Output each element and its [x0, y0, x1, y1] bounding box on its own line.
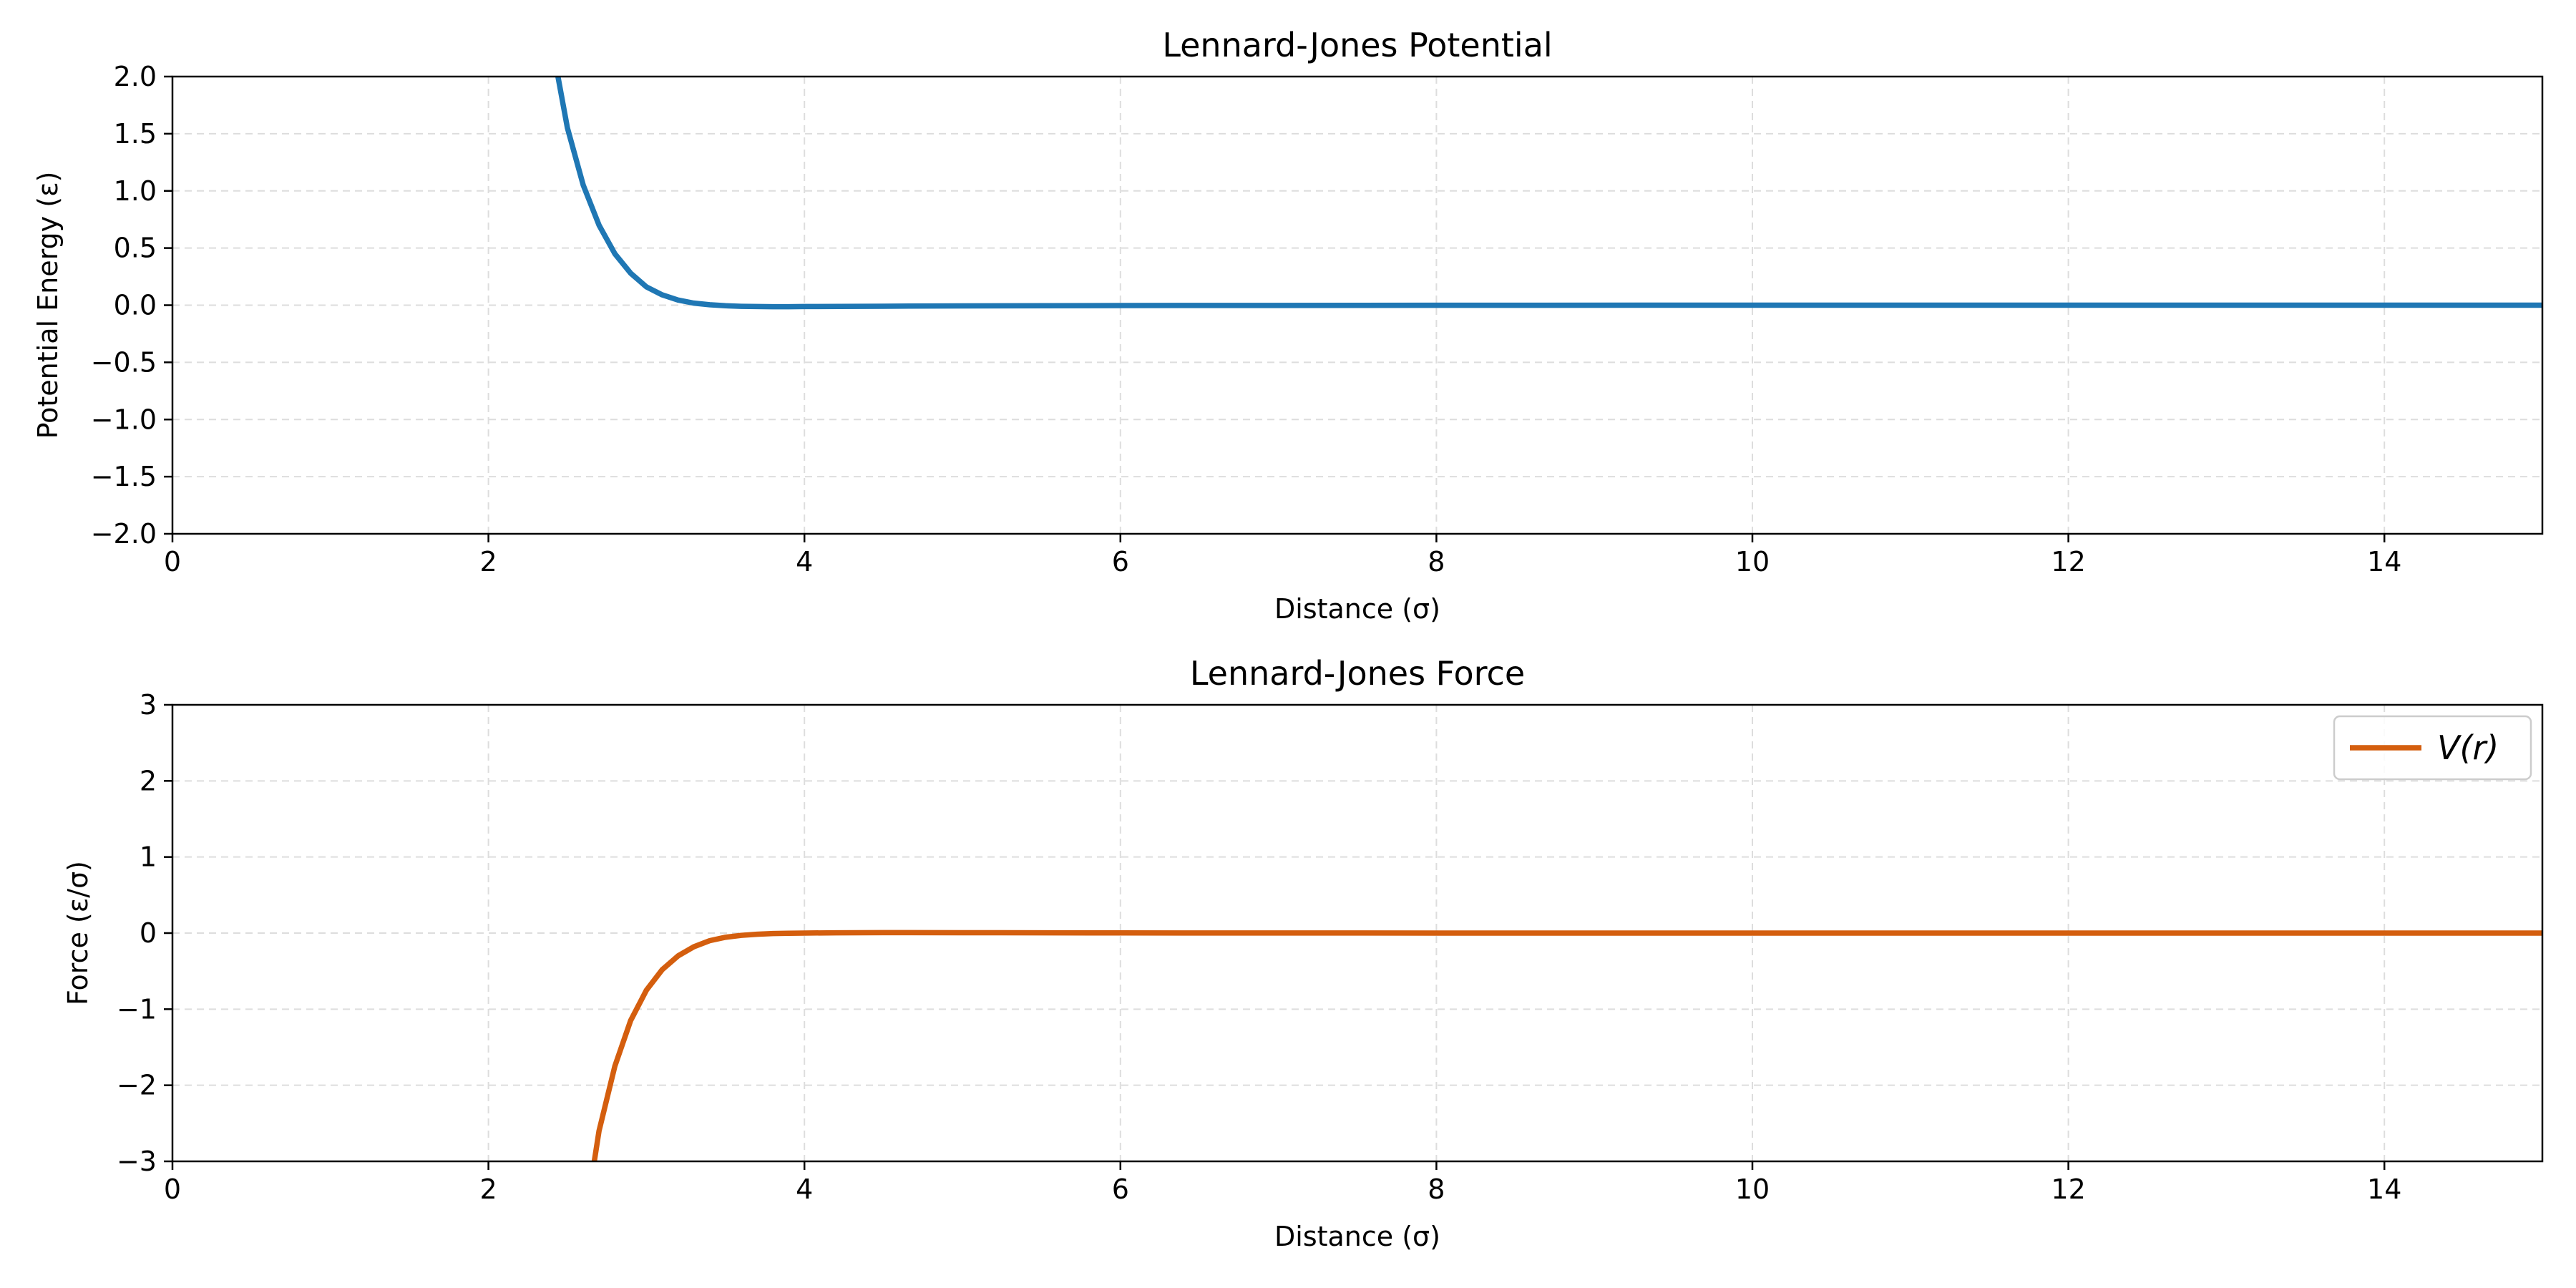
y-tick-label: 0.5 — [114, 233, 157, 264]
legend-box — [2333, 715, 2532, 781]
x-tick-label: 12 — [2051, 1174, 2085, 1205]
y-tick-label: 1.5 — [114, 118, 157, 150]
y-tick-label: −1.0 — [91, 404, 157, 435]
y-axis-label: Potential Energy (ε) — [32, 172, 64, 439]
x-tick-label: 14 — [2367, 546, 2401, 577]
y-tick-label: 1 — [140, 841, 157, 873]
legend-label: V(r) — [2437, 728, 2499, 767]
x-tick-label: 4 — [796, 1174, 813, 1205]
x-tick-label: 0 — [164, 546, 181, 577]
y-tick-label: 3 — [140, 689, 157, 721]
y-tick-label: 1.0 — [114, 175, 157, 207]
y-tick-label: −2 — [117, 1070, 157, 1101]
y-tick-label: 0 — [140, 917, 157, 949]
y-tick-label: −2.0 — [91, 518, 157, 550]
x-tick-label: 2 — [480, 546, 497, 577]
x-tick-label: 12 — [2051, 546, 2085, 577]
chart-title: Lennard-Jones Force — [1190, 654, 1525, 693]
x-tick-label: 10 — [1735, 546, 1770, 577]
chart-panel-0: 0 2 4 6 8 10 12 14 −2.0 −1.5 −1.0 −0.5 0.0 0.5 1.0 1.5 2… — [32, 26, 2544, 625]
series-line-0 — [591, 930, 2542, 1161]
chart-title: Lennard-Jones Potential — [1162, 26, 1552, 64]
y-axis-label: Force (ε/σ) — [62, 861, 94, 1005]
y-tick-label: −0.5 — [91, 346, 157, 378]
x-tick-label: 2 — [480, 1174, 497, 1205]
series-line-0 — [555, 77, 2542, 310]
y-tick-label: −1 — [117, 993, 157, 1025]
y-tick-label: 2 — [140, 765, 157, 796]
x-tick-label: 8 — [1428, 546, 1445, 577]
y-tick-label: 2.0 — [114, 61, 157, 92]
y-tick-label: −1.5 — [91, 461, 157, 492]
x-tick-label: 0 — [164, 1174, 181, 1205]
legend: V(r) — [2333, 715, 2532, 781]
x-tick-label: 14 — [2367, 1174, 2401, 1205]
x-tick-label: 10 — [1735, 1174, 1770, 1205]
x-tick-label: 8 — [1428, 1174, 1445, 1205]
x-axis-label: Distance (σ) — [1274, 593, 1440, 625]
x-axis-label: Distance (σ) — [1274, 1221, 1440, 1252]
x-tick-label: 4 — [796, 546, 813, 577]
x-tick-label: 6 — [1112, 546, 1129, 577]
y-tick-label: 0.0 — [114, 290, 157, 321]
x-tick-label: 6 — [1112, 1174, 1129, 1205]
y-tick-label: −3 — [117, 1146, 157, 1177]
